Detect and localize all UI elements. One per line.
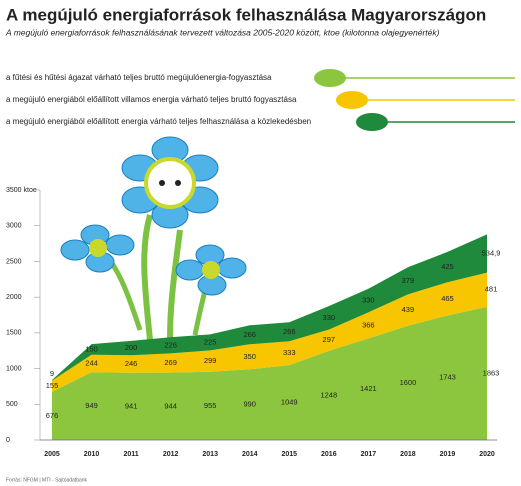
x-tick-label: 2016 xyxy=(321,451,337,458)
value-label: 1600 xyxy=(400,378,417,387)
x-tick-label: 2012 xyxy=(163,451,179,458)
y-tick-label: 3000 xyxy=(6,223,22,230)
y-tick-label: 1500 xyxy=(6,330,22,337)
value-label: 379 xyxy=(402,276,415,285)
value-label: 955 xyxy=(204,401,217,410)
value-label: 330 xyxy=(323,313,336,322)
source-note: Forrás: NFGM | MTI - Sajtóadatbank xyxy=(6,477,88,483)
x-tick-label: 2019 xyxy=(440,451,456,458)
x-tick-label: 2013 xyxy=(202,451,218,458)
x-tick-label: 2005 xyxy=(44,451,60,458)
value-label: 350 xyxy=(243,352,256,361)
x-tick-label: 2011 xyxy=(123,451,138,458)
value-label: 366 xyxy=(362,320,375,329)
y-tick-label: 2500 xyxy=(6,258,22,265)
legend-swatch xyxy=(356,113,388,131)
value-label: 1743 xyxy=(439,373,456,382)
value-label: 949 xyxy=(85,401,98,410)
x-tick-label: 2010 xyxy=(84,451,100,458)
legend-swatch xyxy=(336,91,368,109)
value-label: 1421 xyxy=(360,384,377,393)
value-label: 1049 xyxy=(281,398,298,407)
value-label: 330 xyxy=(362,296,375,305)
value-label: 266 xyxy=(243,330,256,339)
value-label: 1248 xyxy=(320,390,337,399)
legend-label: a fűtési és hűtési ágazat várható teljes… xyxy=(6,73,272,82)
value-label: 1863 xyxy=(483,368,500,377)
legend-label: a megújuló energiából előállított energi… xyxy=(6,117,311,126)
value-label: 676 xyxy=(46,411,59,420)
value-label: 150 xyxy=(85,344,98,353)
x-tick-label: 2014 xyxy=(242,451,258,458)
value-label: 226 xyxy=(164,340,177,349)
y-tick-label: 1000 xyxy=(6,365,22,372)
legend-swatch xyxy=(314,69,346,87)
value-label: 269 xyxy=(164,358,177,367)
chart-subtitle: A megújuló energiaforrások felhasználásá… xyxy=(5,27,440,37)
value-label: 333 xyxy=(283,348,296,357)
value-label: 481 xyxy=(485,285,498,294)
value-label: 941 xyxy=(125,401,138,410)
value-label: 425 xyxy=(441,262,454,271)
chart: A megújuló energiaforrások felhasználása… xyxy=(0,0,521,486)
legend-label: a megújuló energiából előállított villam… xyxy=(6,95,297,104)
value-label: 944 xyxy=(164,401,177,410)
value-label: 266 xyxy=(283,327,296,336)
value-label: 990 xyxy=(243,400,256,409)
y-tick-label: 3500 ktoe xyxy=(6,187,37,194)
value-label: 534,9 xyxy=(482,248,501,257)
value-label: 439 xyxy=(402,305,415,314)
y-tick-label: 0 xyxy=(6,437,10,444)
y-tick-label: 2000 xyxy=(6,294,22,301)
flower-decoration xyxy=(61,137,246,340)
value-label: 299 xyxy=(204,356,217,365)
x-tick-label: 2017 xyxy=(361,451,377,458)
value-label: 297 xyxy=(323,335,336,344)
chart-title: A megújuló energiaforrások felhasználása… xyxy=(6,5,486,24)
y-tick-label: 500 xyxy=(6,401,18,408)
value-label: 225 xyxy=(204,337,217,346)
x-tick-label: 2018 xyxy=(400,451,416,458)
value-label: 465 xyxy=(441,294,454,303)
value-label: 9 xyxy=(50,369,54,378)
value-label: 155 xyxy=(46,381,59,390)
x-tick-label: 2015 xyxy=(281,451,297,458)
value-label: 244 xyxy=(85,358,98,367)
value-label: 200 xyxy=(125,343,138,352)
value-label: 246 xyxy=(125,359,138,368)
x-tick-label: 2020 xyxy=(479,451,495,458)
